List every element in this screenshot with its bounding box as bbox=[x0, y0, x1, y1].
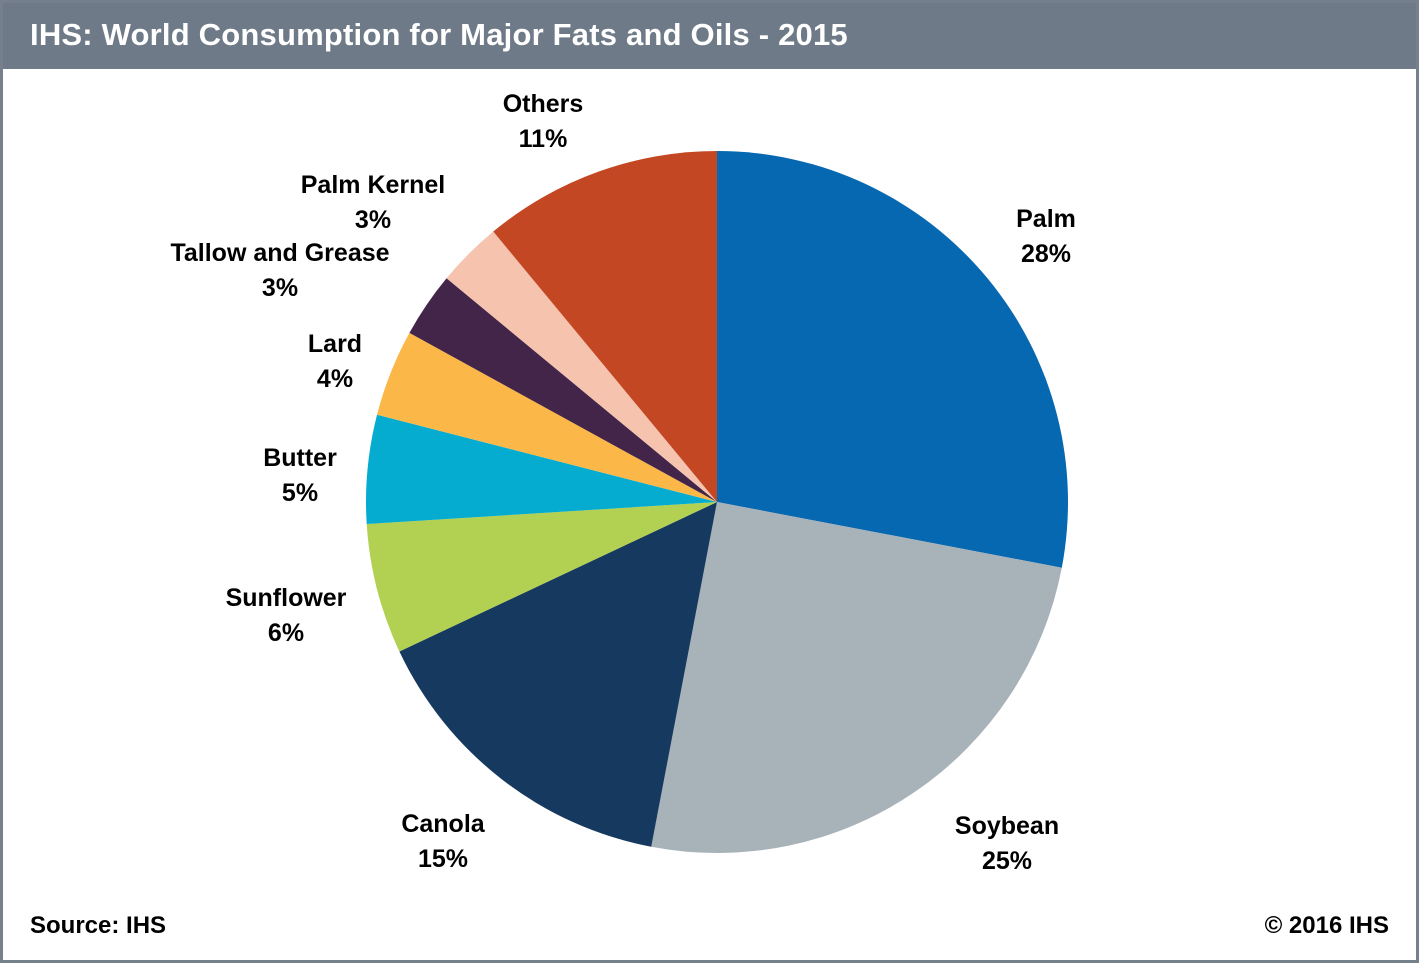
slice-label-name: Sunflower bbox=[225, 584, 347, 612]
slice-label-pct: 4% bbox=[316, 365, 354, 393]
slice-label-pct: 6% bbox=[267, 619, 305, 647]
slice-label-others: Others 11% bbox=[503, 87, 584, 157]
pie-slice-canola bbox=[399, 502, 717, 847]
slice-label-pct: 11% bbox=[518, 125, 568, 153]
slice-label-name: Soybean bbox=[954, 812, 1060, 840]
pie-slice-palm-kernel bbox=[446, 231, 717, 503]
chart-title: IHS: World Consumption for Major Fats an… bbox=[30, 16, 848, 52]
pie-slice-others bbox=[493, 151, 717, 502]
pie-slice-butter bbox=[365, 414, 717, 525]
slice-label-name: Palm Kernel bbox=[300, 171, 446, 199]
slice-label-soybean: Soybean 25% bbox=[955, 809, 1059, 879]
pie-slice-tallow-and-grease bbox=[409, 278, 717, 502]
slice-label-palm: Palm 28% bbox=[1016, 202, 1076, 272]
slice-label-lard: Lard 4% bbox=[308, 327, 362, 397]
copyright-text: © 2016 IHS bbox=[1264, 912, 1389, 939]
pie-slice-lard bbox=[377, 332, 717, 502]
slice-label-pct: 25% bbox=[981, 847, 1033, 875]
slice-label-name: Palm bbox=[1016, 205, 1076, 233]
slice-label-pct: 3% bbox=[261, 274, 299, 302]
plot-area: Palm 28% Soybean 25% Canola 15% Sunflowe… bbox=[3, 3, 1416, 960]
slice-label-name: Others bbox=[502, 90, 584, 118]
pie-slice-palm bbox=[717, 151, 1068, 568]
slice-label-pct: 28% bbox=[1020, 240, 1072, 268]
slice-label-pct: 15% bbox=[417, 845, 469, 873]
slice-label-pct: 3% bbox=[354, 206, 392, 234]
slice-label-canola: Canola 15% bbox=[401, 807, 484, 877]
slice-label-butter: Butter 5% bbox=[263, 441, 337, 511]
slice-label-pct: 5% bbox=[281, 479, 319, 507]
slice-label-name: Canola bbox=[401, 810, 485, 838]
pie-chart bbox=[365, 151, 1068, 853]
slice-label-sunflower: Sunflower 6% bbox=[226, 581, 347, 651]
slice-label-palm-kernel: Palm Kernel 3% bbox=[301, 168, 446, 238]
slice-label-tallow-and-grease: Tallow and Grease 3% bbox=[170, 236, 389, 306]
pie-slice-soybean bbox=[651, 502, 1062, 853]
slice-label-name: Butter bbox=[263, 444, 337, 472]
slice-label-name: Tallow and Grease bbox=[170, 239, 390, 267]
slice-label-name: Lard bbox=[307, 330, 363, 358]
pie-slice-sunflower bbox=[366, 502, 717, 652]
source-text: Source: IHS bbox=[30, 912, 167, 939]
title-bar: IHS: World Consumption for Major Fats an… bbox=[3, 3, 1416, 69]
